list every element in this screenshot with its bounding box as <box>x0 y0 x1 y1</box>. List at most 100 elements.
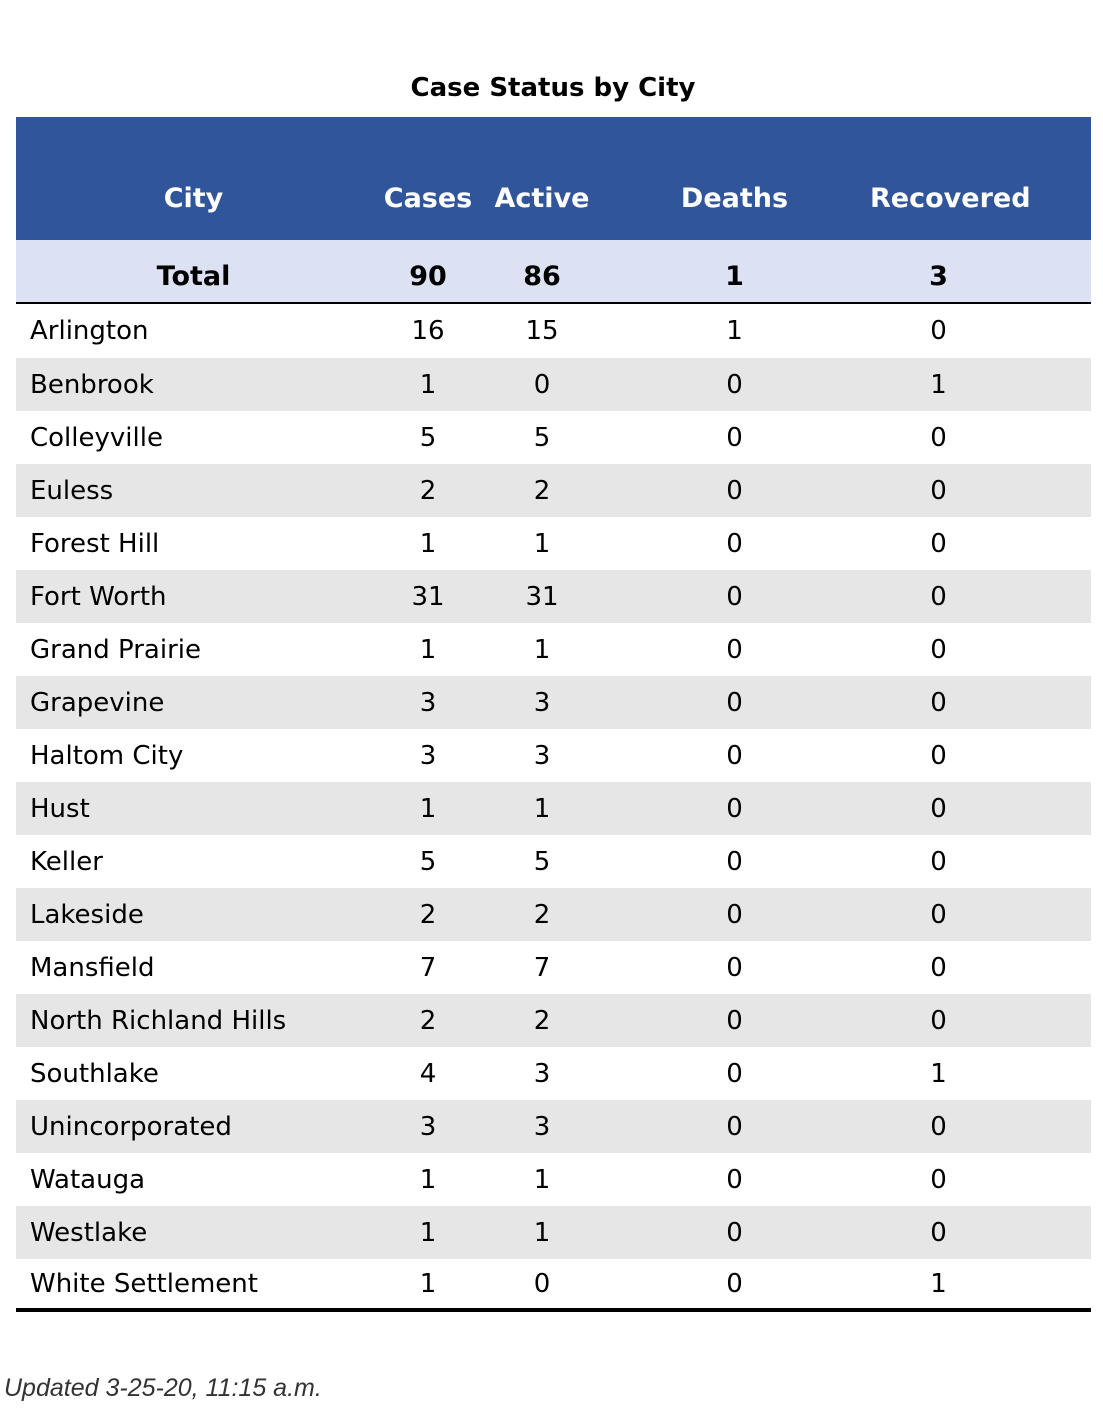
cell-recovered: 0 <box>930 422 947 453</box>
cell-deaths: 0 <box>726 634 743 665</box>
column-header-active: Active <box>494 183 590 214</box>
updated-timestamp: Updated 3-25-20, 11:15 a.m. <box>4 1374 322 1402</box>
table-row: White Settlement 1 0 0 1 <box>16 1259 1091 1312</box>
cell-cases: 7 <box>419 952 437 983</box>
cell-city: Grand Prairie <box>30 634 201 665</box>
column-header-recovered: Recovered <box>870 183 1031 214</box>
cell-active: 1 <box>533 528 551 559</box>
cell-city: Watauga <box>30 1164 146 1195</box>
cell-cases: 4 <box>419 1058 437 1089</box>
cell-recovered: 0 <box>930 1217 947 1248</box>
column-header-deaths: Deaths <box>680 183 789 214</box>
total-label: Total <box>156 260 231 292</box>
cell-cases: 2 <box>419 899 437 930</box>
cell-cases: 2 <box>419 1005 437 1036</box>
cell-city: Keller <box>30 846 103 877</box>
cell-cases: 1 <box>419 1268 437 1299</box>
cell-active: 1 <box>533 1217 551 1248</box>
cell-deaths: 0 <box>726 1164 743 1195</box>
table-row: Grapevine 3 3 0 0 <box>16 676 1091 729</box>
cell-city: Benbrook <box>30 369 154 400</box>
cell-recovered: 0 <box>930 740 947 771</box>
cell-active: 31 <box>525 581 559 612</box>
cell-active: 7 <box>533 952 551 983</box>
cell-recovered: 0 <box>930 1111 947 1142</box>
column-header-cases: Cases <box>383 183 473 214</box>
cell-active: 2 <box>533 899 551 930</box>
cell-city: Westlake <box>30 1217 148 1248</box>
table-row: Fort Worth 31 31 0 0 <box>16 570 1091 623</box>
table-row: Arlington 16 15 1 0 <box>16 304 1091 358</box>
table-row: Lakeside 2 2 0 0 <box>16 888 1091 941</box>
cell-deaths: 0 <box>726 1058 743 1089</box>
cell-city: North Richland Hills <box>30 1005 287 1036</box>
table-header-row: City Cases Active Deaths Recovered <box>16 117 1091 240</box>
cell-cases: 5 <box>419 422 437 453</box>
cell-deaths: 0 <box>726 740 743 771</box>
cell-deaths: 0 <box>726 528 743 559</box>
cell-deaths: 0 <box>726 687 743 718</box>
table-row: Keller 5 5 0 0 <box>16 835 1091 888</box>
cell-recovered: 0 <box>930 1005 947 1036</box>
cell-recovered: 1 <box>930 1058 947 1089</box>
cell-active: 3 <box>533 740 551 771</box>
cell-recovered: 0 <box>930 316 947 346</box>
cell-city: Colleyville <box>30 422 163 453</box>
cell-deaths: 0 <box>726 793 743 824</box>
cell-active: 15 <box>525 316 559 346</box>
cell-deaths: 0 <box>726 581 743 612</box>
table-row: Forest Hill 1 1 0 0 <box>16 517 1091 570</box>
cell-deaths: 0 <box>726 369 743 400</box>
cell-cases: 1 <box>419 528 437 559</box>
cell-cases: 1 <box>419 634 437 665</box>
cell-recovered: 0 <box>930 846 947 877</box>
table-row: Hust 1 1 0 0 <box>16 782 1091 835</box>
cell-deaths: 0 <box>726 1268 743 1299</box>
cell-active: 3 <box>533 687 551 718</box>
cell-active: 1 <box>533 793 551 824</box>
table-row: Euless 2 2 0 0 <box>16 464 1091 517</box>
cell-recovered: 0 <box>930 793 947 824</box>
cell-active: 1 <box>533 634 551 665</box>
cell-recovered: 0 <box>930 581 947 612</box>
cell-deaths: 0 <box>726 952 743 983</box>
cell-cases: 16 <box>411 316 445 346</box>
table-row: Haltom City 3 3 0 0 <box>16 729 1091 782</box>
cell-recovered: 0 <box>930 634 947 665</box>
cell-cases: 31 <box>411 581 445 612</box>
cell-city: Euless <box>30 475 114 506</box>
cell-deaths: 0 <box>726 422 743 453</box>
cell-city: Fort Worth <box>30 581 167 612</box>
cell-active: 0 <box>533 369 551 400</box>
cell-cases: 3 <box>419 687 437 718</box>
cell-active: 1 <box>533 1164 551 1195</box>
cell-cases: 3 <box>419 740 437 771</box>
table-row: Unincorporated 3 3 0 0 <box>16 1100 1091 1153</box>
cell-recovered: 0 <box>930 687 947 718</box>
total-active: 86 <box>523 260 561 292</box>
cell-cases: 5 <box>419 846 437 877</box>
total-row: Total 90 86 1 3 <box>16 240 1091 304</box>
cell-deaths: 0 <box>726 1005 743 1036</box>
cell-active: 5 <box>533 846 551 877</box>
table-row: Southlake 4 3 0 1 <box>16 1047 1091 1100</box>
cell-deaths: 0 <box>726 846 743 877</box>
table-row: Colleyville 5 5 0 0 <box>16 411 1091 464</box>
cell-cases: 1 <box>419 369 437 400</box>
cell-city: Hust <box>30 793 90 824</box>
cell-recovered: 0 <box>930 1164 947 1195</box>
table-row: Benbrook 1 0 0 1 <box>16 358 1091 411</box>
cell-city: White Settlement <box>30 1268 258 1299</box>
cell-cases: 1 <box>419 1164 437 1195</box>
cell-city: Lakeside <box>30 899 144 930</box>
cell-city: Grapevine <box>30 687 165 718</box>
total-deaths: 1 <box>725 260 744 292</box>
table-row: Westlake 1 1 0 0 <box>16 1206 1091 1259</box>
cell-deaths: 0 <box>726 1111 743 1142</box>
cell-city: Arlington <box>30 316 149 346</box>
cell-cases: 3 <box>419 1111 437 1142</box>
cell-recovered: 0 <box>930 952 947 983</box>
cell-city: Unincorporated <box>30 1111 232 1142</box>
cell-active: 2 <box>533 475 551 506</box>
cell-city: Forest Hill <box>30 528 160 559</box>
